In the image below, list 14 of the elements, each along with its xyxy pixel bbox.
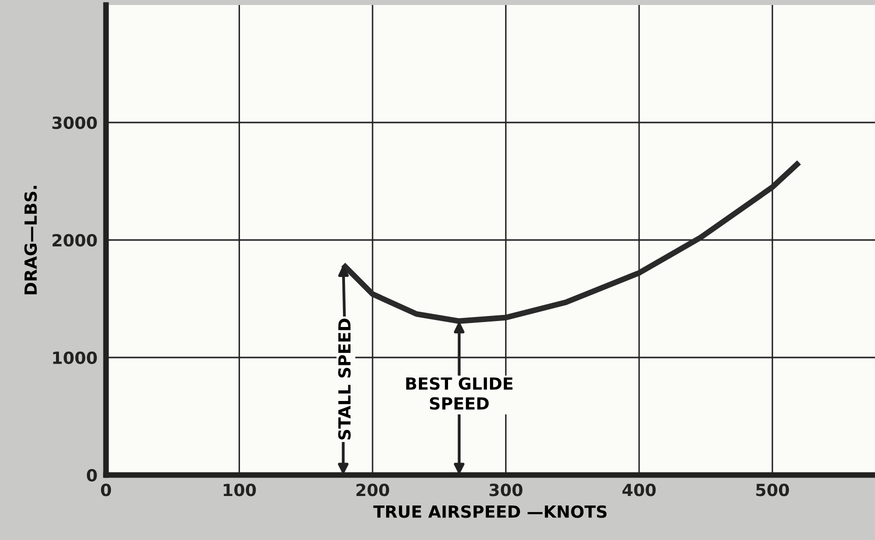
y-tick-label: 0 bbox=[86, 468, 97, 482]
x-tick-label: 300 bbox=[490, 484, 522, 496]
y-tick-label: 1000 bbox=[53, 351, 97, 364]
x-axis-title: TRUE AIRSPEED —KNOTS bbox=[373, 505, 607, 518]
annotation: BEST GLIDE SPEED bbox=[406, 377, 512, 410]
y-tick-label: 3000 bbox=[52, 116, 97, 130]
y-tick-label: 2000 bbox=[52, 234, 97, 247]
annotation: STALL SPEED bbox=[338, 318, 351, 440]
x-tick-label: 400 bbox=[622, 484, 656, 496]
x-tick-label: 100 bbox=[224, 484, 256, 496]
x-tick-label: 0 bbox=[101, 484, 111, 496]
y-axis-title: DRAG—LBS. bbox=[24, 186, 37, 294]
x-tick-label: 500 bbox=[756, 484, 789, 496]
x-tick-label: 200 bbox=[356, 484, 390, 496]
